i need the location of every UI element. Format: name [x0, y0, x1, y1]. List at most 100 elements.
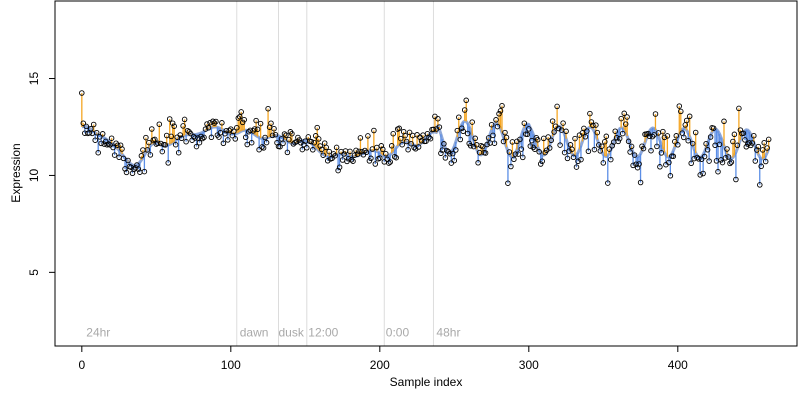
observed-point: [426, 134, 432, 141]
observed-point: [497, 108, 504, 114]
observed-point: [594, 129, 601, 136]
observed-point: [90, 121, 97, 128]
observed-point: [633, 161, 639, 167]
observed-point: [308, 138, 315, 145]
observed-point: [315, 136, 322, 142]
observed-point: [500, 138, 507, 145]
observed-point: [254, 126, 261, 133]
observed-point: [701, 153, 708, 160]
observed-point: [593, 122, 599, 128]
observed-point: [730, 138, 736, 145]
observed-point: [225, 137, 231, 143]
observed-point: [657, 164, 663, 170]
observed-point: [393, 154, 399, 161]
observed-point: [532, 146, 538, 152]
observed-point: [660, 128, 666, 135]
y-axis: 5 10 15: [27, 72, 56, 276]
observed-point: [380, 146, 386, 153]
observed-point: [283, 132, 289, 138]
observed-point: [193, 143, 200, 150]
observed-point: [472, 135, 478, 142]
observed-point: [299, 146, 306, 153]
observed-point: [341, 151, 347, 157]
observed-point: [374, 144, 380, 151]
observed-point: [539, 158, 545, 164]
observed-point: [99, 131, 106, 137]
observed-point: [120, 155, 127, 162]
observed-point: [256, 146, 262, 153]
observed-point: [92, 137, 98, 143]
observed-point: [761, 139, 767, 146]
observed-point: [648, 147, 654, 154]
observed-point: [564, 155, 571, 162]
observed-point: [119, 146, 125, 152]
annotation-label: 24hr: [86, 325, 110, 339]
observed-point: [496, 111, 502, 117]
observed-point: [661, 134, 668, 141]
observed-point: [461, 107, 468, 113]
observed-point: [537, 161, 544, 167]
observed-point: [551, 129, 557, 135]
observed-point: [463, 97, 469, 104]
observed-point: [704, 147, 711, 153]
observed-point: [397, 135, 404, 142]
observed-point: [499, 102, 505, 109]
observed-point: [754, 147, 760, 153]
observed-point: [508, 163, 514, 170]
observed-point: [749, 140, 756, 146]
observed-point: [372, 161, 379, 167]
observed-point: [485, 135, 492, 141]
observed-point: [219, 120, 225, 126]
observed-point: [405, 146, 411, 153]
observed-point: [213, 118, 219, 125]
observed-point: [666, 159, 672, 166]
observed-point: [95, 149, 101, 156]
observed-point: [141, 168, 148, 175]
x-tick-label: 200: [370, 358, 390, 372]
observed-point: [211, 120, 218, 126]
observed-point: [125, 157, 131, 164]
observed-point: [187, 130, 194, 137]
observed-point: [584, 128, 590, 134]
observed-point: [149, 126, 155, 132]
observed-point: [354, 151, 361, 157]
observed-point: [512, 151, 519, 157]
observed-point: [280, 140, 286, 147]
observed-point: [582, 134, 589, 140]
observed-point: [180, 123, 186, 129]
observed-point: [757, 182, 763, 188]
observed-point: [587, 110, 593, 117]
observed-point: [336, 164, 343, 170]
observed-point: [534, 136, 541, 143]
observed-point: [490, 132, 496, 139]
observed-point: [444, 147, 450, 154]
observed-point: [625, 138, 632, 145]
observed-point: [241, 116, 247, 123]
observed-point: [518, 146, 525, 152]
observed-point: [585, 148, 592, 155]
observed-point: [718, 157, 724, 163]
observed-point: [673, 133, 680, 139]
observed-point: [654, 143, 660, 150]
observed-point: [242, 134, 249, 141]
x-tick-label: 300: [519, 358, 539, 372]
observed-point: [664, 133, 671, 139]
observed-point: [435, 115, 441, 122]
observed-point: [707, 134, 714, 140]
observed-point: [676, 103, 683, 109]
y-tick-label: 5: [27, 269, 41, 276]
annotation-label: 0:00: [386, 325, 410, 339]
observed-point: [378, 143, 385, 149]
observed-point: [365, 133, 371, 139]
observed-point: [263, 139, 270, 146]
observed-point: [719, 159, 726, 166]
observed-point: [703, 140, 709, 147]
observed-point: [447, 151, 453, 157]
observed-point: [573, 164, 580, 170]
observed-point: [737, 127, 744, 133]
observed-point: [310, 147, 316, 153]
annotation-label: 48hr: [436, 325, 460, 339]
observed-point: [123, 169, 130, 176]
observed-point: [549, 118, 556, 124]
